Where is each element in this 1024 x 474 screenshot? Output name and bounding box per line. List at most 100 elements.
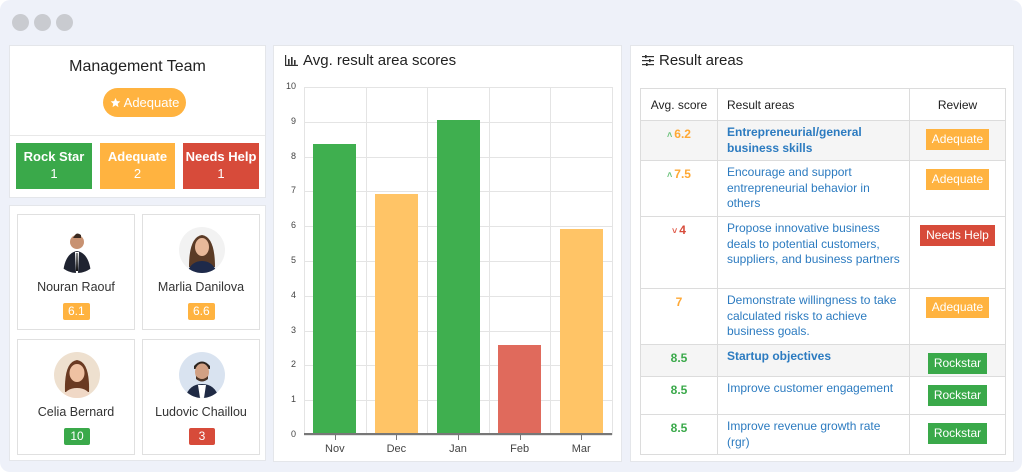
table-row[interactable]: 8.5 Startup objectives Rockstar <box>640 344 1006 377</box>
gridline <box>304 87 305 435</box>
review-cell: Adequate <box>909 120 1006 161</box>
person-score-badge: 6.6 <box>188 303 215 320</box>
bar-feb[interactable] <box>498 344 542 435</box>
team-status-badge: Adequate <box>103 88 186 117</box>
team-summary-panel: Management Team Adequate Rock Star 1 Ade… <box>9 45 266 198</box>
y-axis-tick-label: 4 <box>290 289 296 300</box>
review-badge[interactable]: Rockstar <box>927 353 988 374</box>
table-row[interactable]: 8.5 Improve customer engagement Rockstar <box>640 376 1006 415</box>
person-name: Ludovic Chaillou <box>155 405 247 419</box>
trend-up-icon: ˄ <box>667 170 673 180</box>
bar-mar[interactable] <box>559 228 603 435</box>
result-area-link[interactable]: Improve customer engagement <box>727 381 894 395</box>
table-row[interactable]: ˄ 7.5 Encourage and support entrepreneuria… <box>640 160 1006 217</box>
y-axis-tick-label: 7 <box>290 185 296 196</box>
bar-dec[interactable] <box>374 193 418 435</box>
x-axis-label: Nov <box>325 443 345 455</box>
stat-needs-help[interactable]: Needs Help 1 <box>183 143 259 189</box>
stat-count: 1 <box>217 166 225 181</box>
stat-rock-star[interactable]: Rock Star 1 <box>16 143 92 189</box>
review-badge[interactable]: Rockstar <box>927 385 988 406</box>
avg-score-cell: 8.5 <box>640 344 718 377</box>
stat-count: 1 <box>50 166 58 181</box>
avg-score-value: 7 <box>675 295 683 309</box>
result-area-link[interactable]: Encourage and support entrepreneurial be… <box>727 165 870 210</box>
window-maximize-button[interactable] <box>56 14 73 31</box>
result-area-cell: Demonstrate willingness to take calculat… <box>717 288 910 345</box>
bar-chart-icon <box>285 55 298 66</box>
review-badge[interactable]: Adequate <box>925 129 990 150</box>
result-area-link[interactable]: Startup objectives <box>727 349 832 363</box>
avg-score-value: 8.5 <box>670 383 688 397</box>
gridline <box>365 87 367 435</box>
avg-score-cell: 7 <box>640 288 718 345</box>
result-area-link[interactable]: Entrepreneurial/general business skills <box>727 125 862 155</box>
review-cell: Adequate <box>909 160 1006 217</box>
review-badge[interactable]: Needs Help <box>920 225 995 246</box>
result-area-cell: Encourage and support entrepreneurial be… <box>717 160 910 217</box>
window-controls <box>12 14 73 31</box>
column-header-result-areas[interactable]: Result areas <box>717 88 910 121</box>
avg-score-cell: 8.5 <box>640 376 718 415</box>
column-header-avg-score[interactable]: Avg. score <box>640 88 718 121</box>
star-icon <box>110 97 120 108</box>
window-minimize-button[interactable] <box>34 14 51 31</box>
y-axis-tick-label: 3 <box>290 324 296 335</box>
team-title: Management Team <box>69 58 206 75</box>
result-areas-panel: Result areas Avg. score Result areas Rev… <box>630 45 1014 462</box>
result-area-link[interactable]: Improve revenue growth rate (rgr) <box>727 419 881 449</box>
avg-score-cell: ˄ 6.2 <box>640 120 718 161</box>
x-axis-label: Feb <box>510 443 530 455</box>
person-card[interactable]: Celia Bernard 10 <box>17 339 135 455</box>
review-cell: Rockstar <box>909 344 1006 377</box>
person-card[interactable]: Nouran Raouf 6.1 <box>17 214 135 330</box>
people-panel: Nouran Raouf 6.1 Marlia Danilova 6.6 Cel… <box>9 205 266 461</box>
review-badge[interactable]: Adequate <box>925 297 990 318</box>
y-axis-tick-label: 8 <box>290 150 296 161</box>
avg-score-value: 6.2 <box>674 127 691 141</box>
team-status-label: Adequate <box>123 95 180 110</box>
person-card[interactable]: Marlia Danilova 6.6 <box>142 214 260 330</box>
table-row[interactable]: ˄ 6.2 Entrepreneurial/general business ski… <box>640 120 1006 161</box>
review-badge[interactable]: Adequate <box>925 169 990 190</box>
bar-jan[interactable] <box>436 120 480 435</box>
avg-score-value: 8.5 <box>670 351 688 365</box>
table-row[interactable]: 7 Demonstrate willingness to take calcula… <box>640 288 1006 345</box>
stat-count: 2 <box>133 166 142 181</box>
person-card[interactable]: Ludovic Chaillou 3 <box>142 339 260 455</box>
y-axis-tick-label: 5 <box>290 255 296 265</box>
bar-nov[interactable] <box>313 144 357 435</box>
y-axis-tick-label: 6 <box>290 220 296 231</box>
x-axis-tick <box>581 435 583 440</box>
gridline <box>550 87 552 435</box>
result-areas-title: Result areas <box>642 52 743 69</box>
x-axis-label: Mar <box>571 443 591 455</box>
avg-score-cell: ˄ 7.5 <box>640 160 718 217</box>
column-header-review[interactable]: Review <box>909 88 1006 121</box>
table-header-row: Avg. score Result areas Review <box>640 88 1006 121</box>
x-axis-tick <box>396 435 398 440</box>
table-row[interactable]: 8.5 Improve revenue growth rate (rgr) Rock… <box>640 414 1006 455</box>
window-close-button[interactable] <box>12 14 29 31</box>
avatar <box>179 227 225 273</box>
avg-score-value: 8.5 <box>670 421 688 435</box>
gridline <box>612 87 613 435</box>
review-badge[interactable]: Rockstar <box>927 423 988 444</box>
x-axis <box>304 433 612 435</box>
result-areas-table: Avg. score Result areas Review ˄ 6.2 Entre… <box>640 88 1006 455</box>
stat-label: Needs Help <box>185 149 257 164</box>
stat-adequate[interactable]: Adequate 2 <box>100 143 175 189</box>
bar-chart: 0 1 2 3 4 5 6 7 8 9 10 Nov Dec Jan Feb Mar <box>286 81 613 455</box>
review-cell: Rockstar <box>909 376 1006 415</box>
person-name: Nouran Raouf <box>37 280 115 294</box>
result-area-cell: Propose innovative business deals to pot… <box>717 216 910 289</box>
trend-up-icon: ˄ <box>667 130 673 140</box>
y-axis-tick-label: 2 <box>290 359 296 370</box>
result-area-link[interactable]: Propose innovative business deals to pot… <box>727 221 900 266</box>
x-axis-tick <box>458 435 459 440</box>
avatar <box>54 227 100 273</box>
table-row[interactable]: ˅ 4 Propose innovative business deals to p… <box>640 216 1006 289</box>
person-score-badge: 3 <box>189 428 215 445</box>
result-area-link[interactable]: Demonstrate willingness to take calculat… <box>727 293 897 338</box>
stat-label: Rock Star <box>23 149 85 164</box>
